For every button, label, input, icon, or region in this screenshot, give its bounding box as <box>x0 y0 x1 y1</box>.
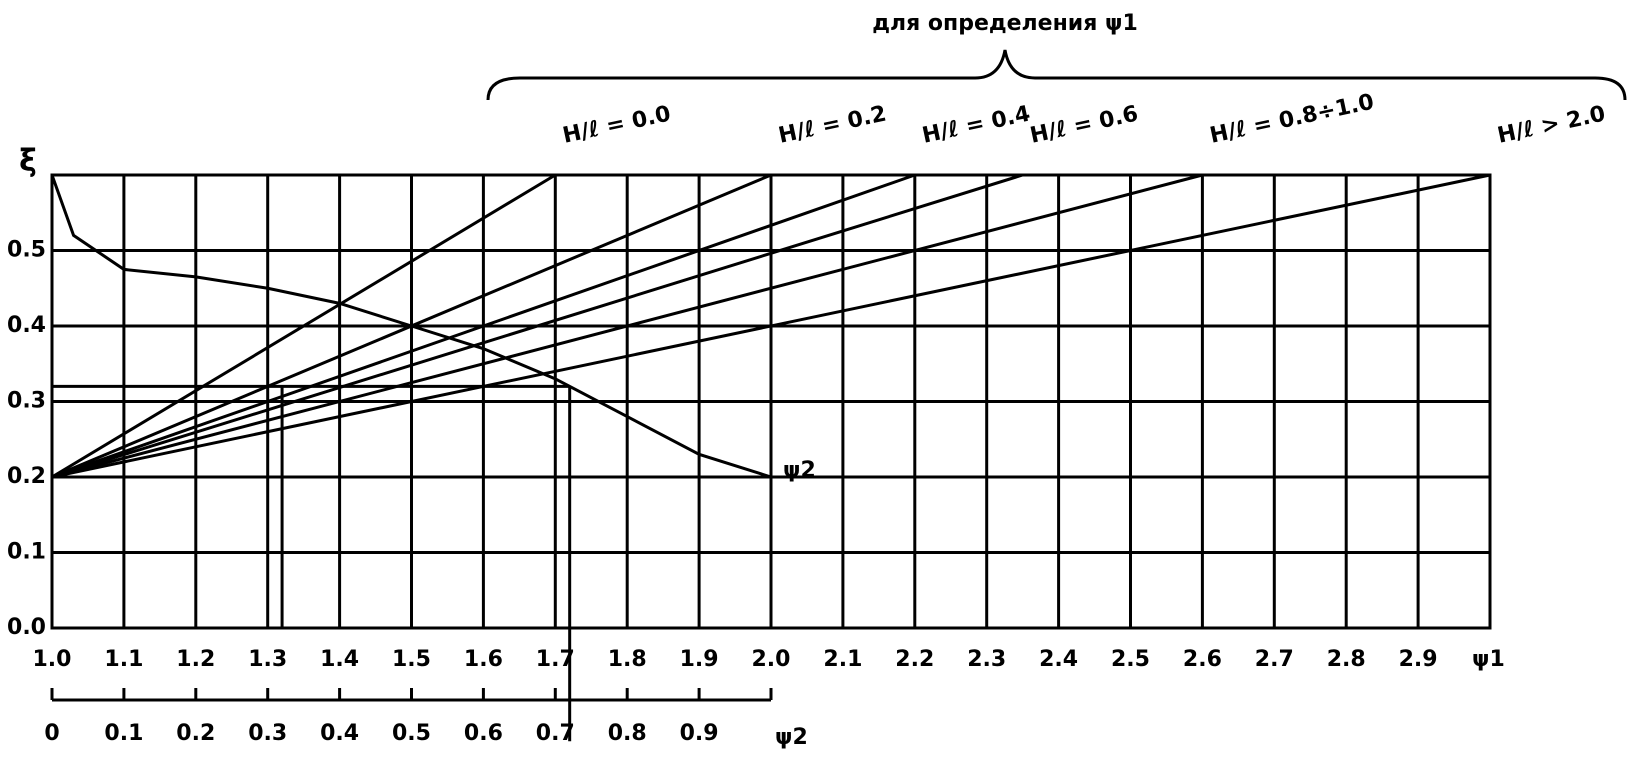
x-tick-label: 2.9 <box>1399 647 1438 672</box>
series-label: H/ℓ = 0.0 <box>561 102 673 149</box>
x-tick-label: 2.8 <box>1327 647 1366 672</box>
x-axis-label: ψ1 <box>1472 647 1505 672</box>
x2-axis-label: ψ2 <box>775 725 808 750</box>
x2-tick-label: 0.2 <box>176 721 215 746</box>
series-label: H/ℓ > 2.0 <box>1495 102 1607 149</box>
x-tick-label: 2.4 <box>1039 647 1078 672</box>
annotation: для определения ψ1 <box>872 11 1138 36</box>
y-tick-label: 0.1 <box>7 540 46 565</box>
y-tick-label: 0.3 <box>7 389 46 414</box>
x-tick-label: 2.0 <box>752 647 791 672</box>
series-line <box>51 173 1203 479</box>
x2-tick-label: 0.8 <box>608 721 647 746</box>
y-tick-label: 0.5 <box>7 238 46 263</box>
series-line <box>50 174 772 479</box>
x2-tick-label: 0.4 <box>320 721 359 746</box>
x-tick-label: 1.6 <box>464 647 503 672</box>
x-tick-label: 2.1 <box>823 647 862 672</box>
x-tick-label: 2.5 <box>1111 647 1150 672</box>
x-tick-label: 2.2 <box>895 647 934 672</box>
x-tick-label: 2.3 <box>967 647 1006 672</box>
x-tick-label: 1.4 <box>320 647 359 672</box>
y-tick-label: 0.0 <box>7 615 46 640</box>
series-label: ψ2 <box>783 458 816 483</box>
series-line <box>51 173 1491 479</box>
x-tick-label: 1.3 <box>248 647 287 672</box>
x-tick-label: 1.8 <box>608 647 647 672</box>
series-line <box>51 173 916 479</box>
series-label: H/ℓ = 0.6 <box>1028 102 1140 149</box>
y-tick-label: 0.4 <box>7 313 46 338</box>
x-tick-label: 2.6 <box>1183 647 1222 672</box>
x-tick-label: 1.0 <box>33 647 72 672</box>
series-label: H/ℓ = 0.2 <box>776 102 888 149</box>
y-axis-label: ξ <box>19 144 37 179</box>
series-line <box>51 173 1024 479</box>
x-tick-label: 2.7 <box>1255 647 1294 672</box>
x-tick-label: 1.2 <box>176 647 215 672</box>
x-tick-label: 1.1 <box>104 647 143 672</box>
x-tick-label: 1.9 <box>680 647 719 672</box>
x2-tick-label: 0.5 <box>392 721 431 746</box>
x2-tick-label: 0.6 <box>464 721 503 746</box>
x2-tick-label: 0.9 <box>680 721 719 746</box>
x-tick-label: 1.5 <box>392 647 431 672</box>
y-tick-label: 0.2 <box>7 464 46 489</box>
x2-tick-label: 0.3 <box>248 721 287 746</box>
series-label: H/ℓ = 0.4 <box>920 102 1032 149</box>
series-label: H/ℓ = 0.8÷1.0 <box>1208 90 1377 149</box>
brace <box>486 49 1627 101</box>
x2-tick-label: 0.1 <box>104 721 143 746</box>
x2-tick-label: 0 <box>44 721 59 746</box>
series-line <box>51 173 557 479</box>
